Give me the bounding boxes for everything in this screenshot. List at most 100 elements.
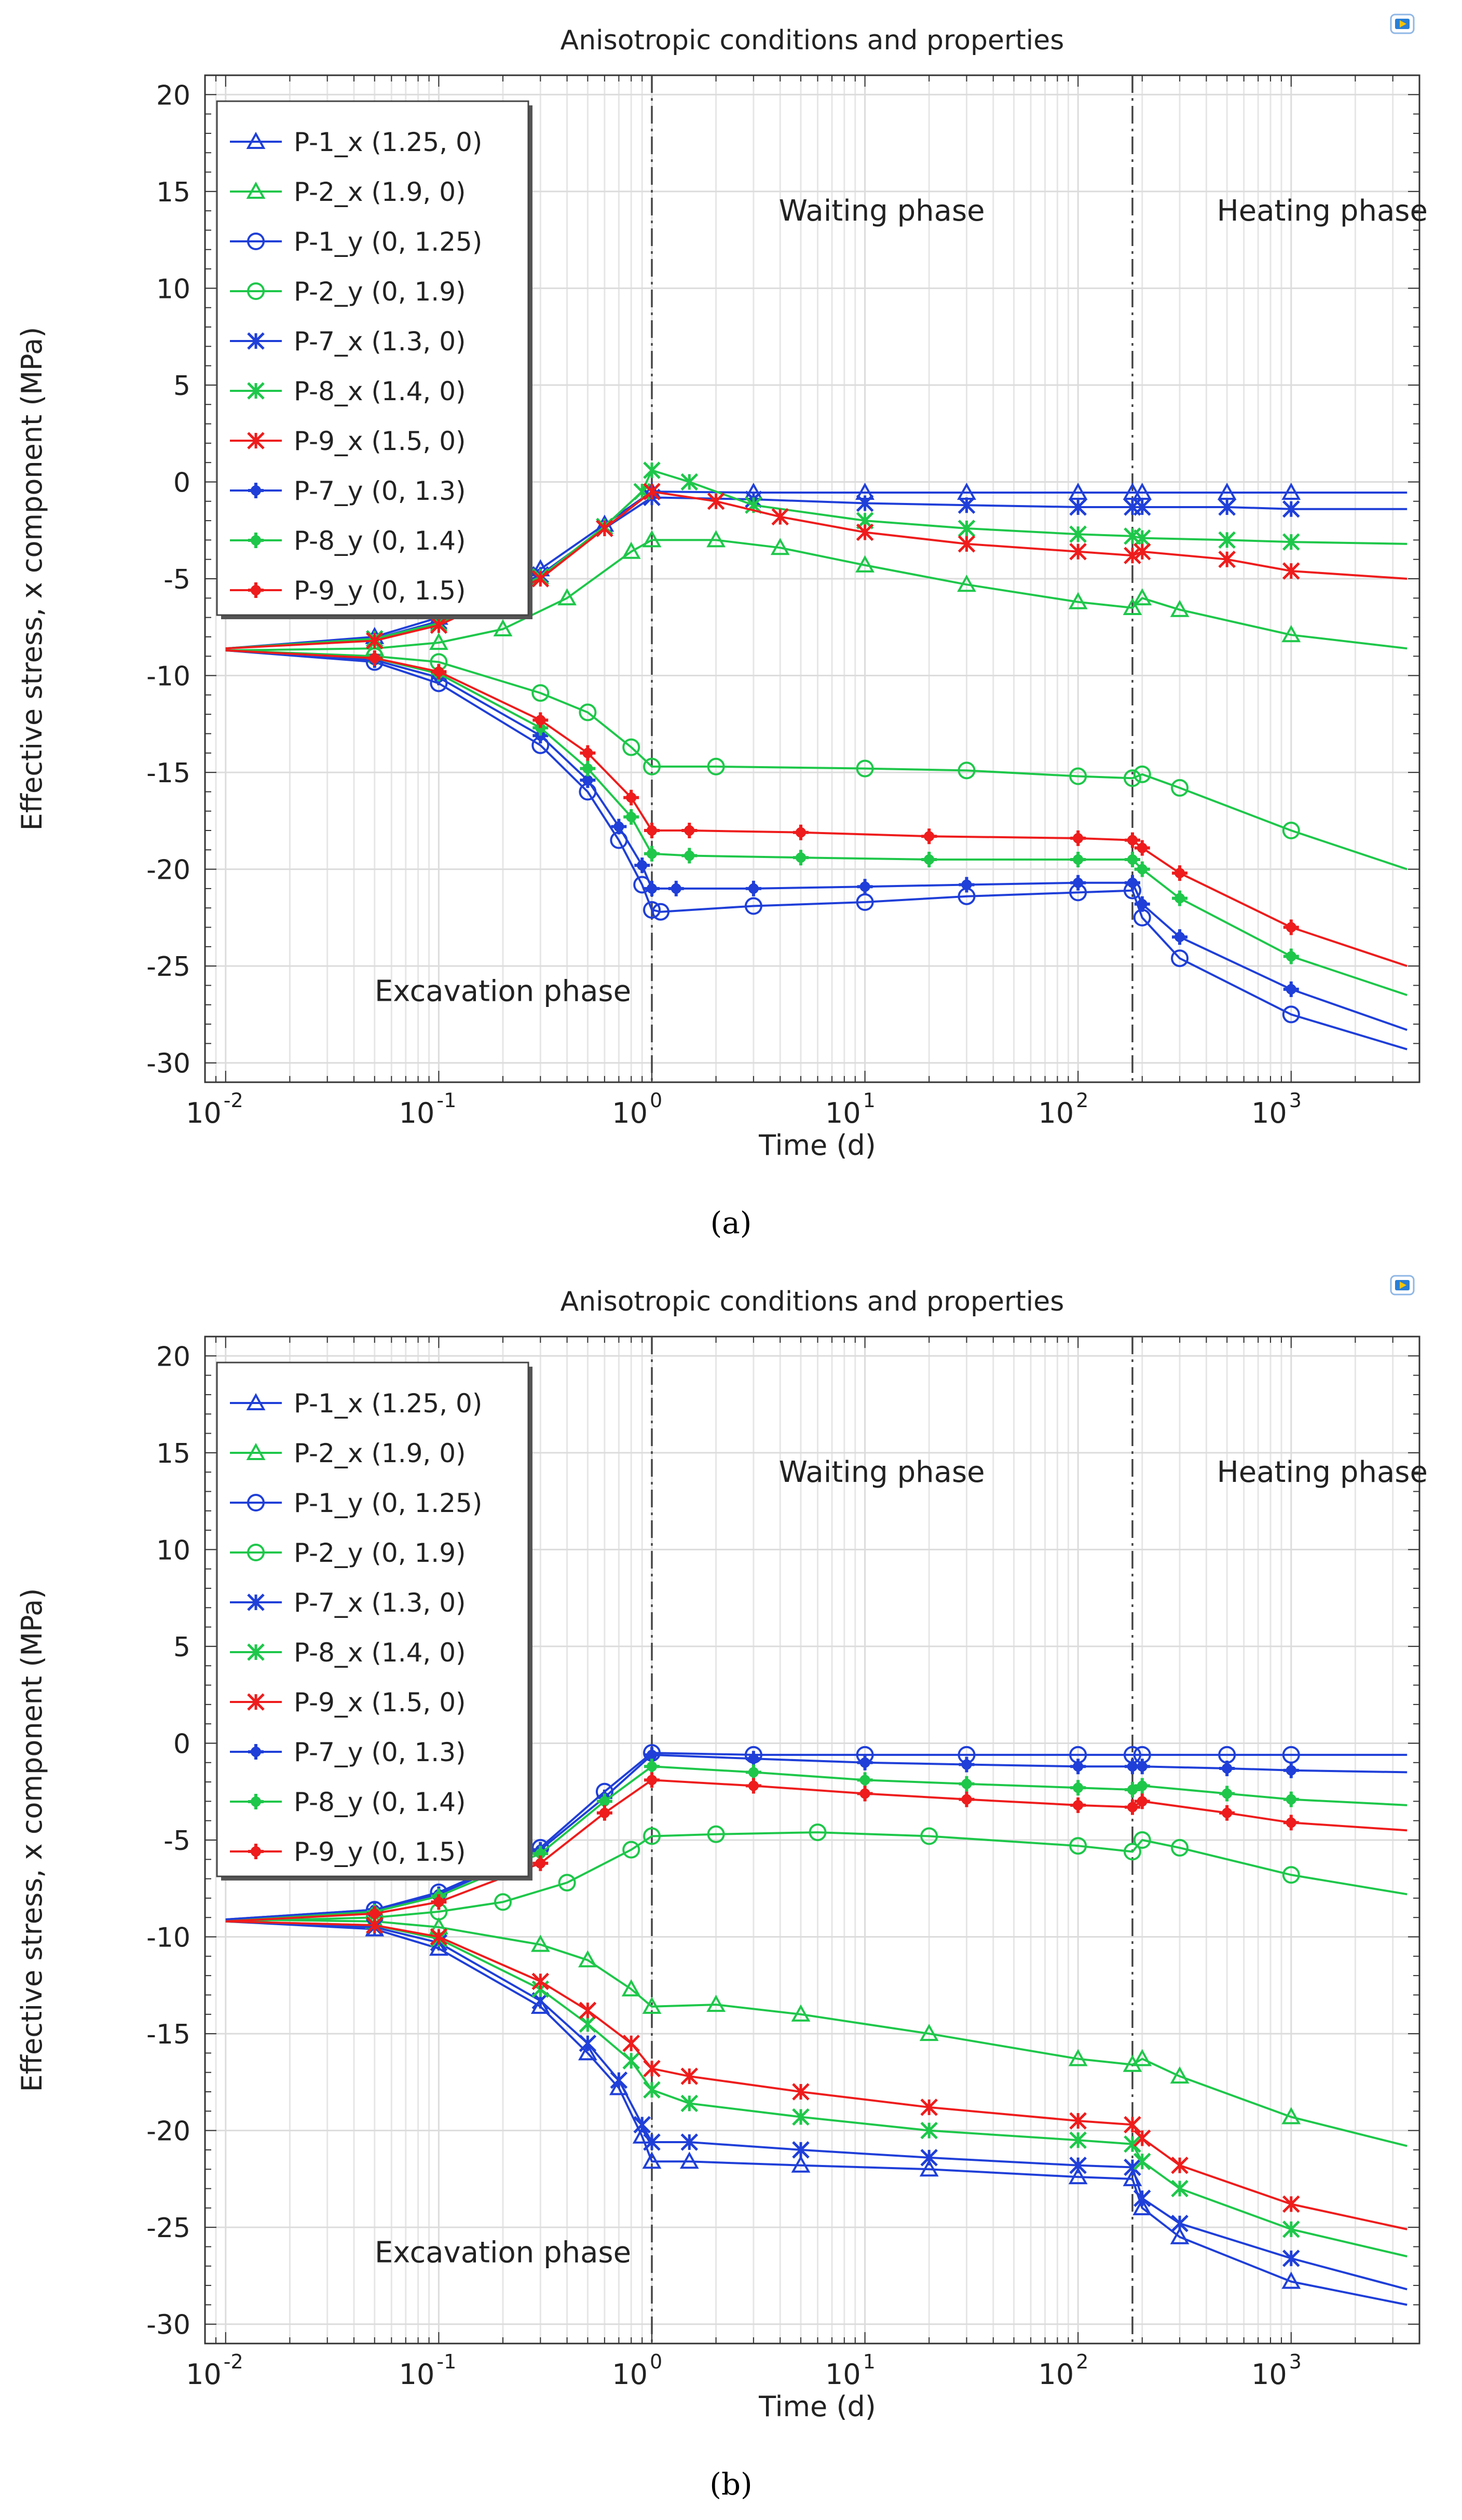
x-tick-label-base: 10 <box>1038 2358 1074 2391</box>
x-tick-label-exponent: 2 <box>1076 1089 1088 1112</box>
data-point <box>582 775 593 785</box>
data-point <box>251 1846 261 1857</box>
data-point <box>1132 482 1152 500</box>
data-point <box>578 2043 597 2061</box>
data-point <box>1133 498 1151 516</box>
data-point <box>1069 2131 1087 2149</box>
data-point <box>247 1693 265 1711</box>
data-point <box>706 530 726 548</box>
phase-annotation: Heating phase <box>1217 1455 1428 1489</box>
data-point <box>1073 854 1084 865</box>
data-point <box>1073 833 1084 843</box>
x-tick-label-exponent: 0 <box>650 2350 662 2373</box>
data-point <box>433 666 444 677</box>
y-tick-label: -5 <box>163 564 190 595</box>
data-point <box>1069 1837 1087 1855</box>
data-point <box>748 883 759 894</box>
x-tick-label-base: 10 <box>825 2358 861 2391</box>
data-point <box>684 850 695 861</box>
data-point <box>579 2001 597 2020</box>
data-point <box>642 1996 662 2014</box>
data-point <box>1281 482 1301 500</box>
data-point <box>748 1753 759 1764</box>
legend-entry: P-7_x (1.3, 0) <box>230 1588 466 1618</box>
x-tick-label-base: 10 <box>186 1097 222 1129</box>
legend-entry: P-9_x (1.5, 0) <box>230 426 466 456</box>
y-tick-label: -30 <box>146 1048 190 1080</box>
data-point <box>1124 2158 1141 2176</box>
x-tick-label-base: 10 <box>1038 1097 1074 1129</box>
data-point <box>646 825 657 836</box>
data-point <box>247 432 265 449</box>
data-point <box>856 494 874 512</box>
legend-entry: P-8_x (1.4, 0) <box>230 376 466 406</box>
data-point <box>1133 1831 1151 1849</box>
data-point <box>643 2133 661 2151</box>
legend-entry: P-8_y (0, 1.4) <box>230 1787 466 1817</box>
data-point <box>622 738 640 756</box>
y-tick-label: -10 <box>146 1923 190 1954</box>
legend: P-1_x (1.25, 0) P-2_x (1.9, 0) P-1_y (0, 1… <box>216 100 532 619</box>
data-point <box>1286 951 1296 962</box>
y-tick-label: 20 <box>156 80 190 111</box>
toolbar-icon-play <box>1400 20 1406 28</box>
legend-label: P-9_x (1.5, 0) <box>294 1687 466 1718</box>
data-point <box>859 1757 870 1768</box>
data-point <box>1170 2066 1190 2084</box>
y-tick-label: -15 <box>146 758 190 789</box>
y-tick-label: -30 <box>146 2310 190 2341</box>
legend-label: P-1_x (1.25, 0) <box>294 127 482 157</box>
data-point <box>621 541 641 559</box>
data-point <box>642 2151 662 2169</box>
data-point <box>246 181 266 199</box>
x-tick-label: 10 -2 <box>186 2350 243 2391</box>
data-point <box>1073 1782 1084 1793</box>
data-point <box>1174 932 1185 943</box>
data-point <box>958 535 976 553</box>
phase-annotation: Excavation phase <box>375 974 631 1008</box>
data-point <box>924 831 935 842</box>
data-point <box>1282 2221 1300 2238</box>
data-point <box>961 1759 972 1770</box>
legend-entry: P-9_y (0, 1.5) <box>230 576 466 606</box>
data-point <box>920 2121 938 2140</box>
data-point <box>1073 877 1084 888</box>
y-tick-label: 0 <box>173 1728 190 1760</box>
data-point <box>1218 550 1236 568</box>
data-point <box>530 1935 550 1952</box>
chart-svg-b: Anisotropic conditions and properties201… <box>16 1275 1428 2423</box>
data-point <box>680 2094 699 2113</box>
data-point <box>610 2071 628 2089</box>
data-point <box>1282 1866 1300 1884</box>
legend-entry: P-2_y (0, 1.9) <box>230 1538 466 1568</box>
legend-label: P-2_x (1.9, 0) <box>294 177 466 207</box>
data-point <box>1124 769 1142 787</box>
data-point <box>1170 600 1190 617</box>
series-line <box>225 649 1408 1031</box>
chart-title: Anisotropic conditions and properties <box>561 25 1064 56</box>
data-point <box>246 1393 266 1410</box>
legend-entry: P-9_x (1.5, 0) <box>230 1687 466 1718</box>
series-line <box>225 1831 1408 1923</box>
data-point <box>1171 2157 1188 2174</box>
data-point <box>958 520 976 537</box>
x-tick-label: 10 3 <box>1251 2350 1302 2391</box>
data-point <box>1123 597 1142 615</box>
x-tick-label-base: 10 <box>1251 1097 1287 1129</box>
data-point <box>247 1494 265 1511</box>
data-point <box>643 1827 661 1845</box>
x-tick-label-exponent: 3 <box>1289 2350 1302 2373</box>
data-point <box>599 1796 610 1807</box>
data-point <box>1123 2054 1142 2072</box>
data-point <box>646 1749 657 1760</box>
data-point <box>626 811 637 822</box>
x-tick-label: 10 2 <box>1038 2350 1088 2391</box>
data-point <box>1222 1788 1233 1799</box>
data-point <box>643 901 661 919</box>
data-point <box>246 1442 266 1460</box>
chart-title: Anisotropic conditions and properties <box>561 1286 1064 1317</box>
data-point <box>1137 1761 1147 1772</box>
legend-entry: P-2_x (1.9, 0) <box>230 1438 466 1468</box>
phase-annotation: Heating phase <box>1217 194 1428 228</box>
legend-label: P-7_y (0, 1.3) <box>294 1737 466 1767</box>
